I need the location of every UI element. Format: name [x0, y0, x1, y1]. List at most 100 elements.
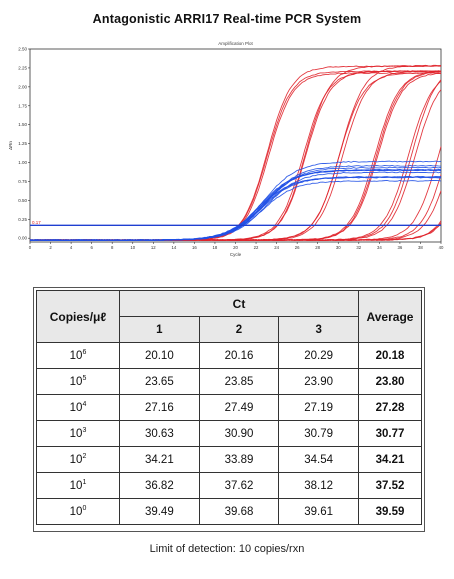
x-axis-label: Cycle: [230, 252, 242, 257]
amplification-curve: [29, 71, 442, 242]
amplification-curve: [29, 171, 442, 241]
copies-exponent: 0: [82, 504, 87, 512]
average-cell: 37.52: [358, 472, 422, 499]
table-header-row: Copies/μℓ Ct Average: [36, 290, 422, 343]
copies-cell: 100: [36, 498, 120, 525]
copies-base: 10: [69, 427, 83, 440]
copies-cell: 102: [36, 446, 120, 473]
ct-cell: 36.82: [119, 472, 200, 499]
amplification-curve: [29, 64, 442, 242]
amplification-curve: [29, 70, 442, 242]
ct-cell: 30.90: [198, 420, 280, 447]
x-tick-label: 38: [418, 245, 423, 250]
amplification-curve: [29, 70, 442, 241]
copies-cell: 106: [36, 342, 120, 369]
average-cell: 34.21: [358, 446, 422, 473]
y-tick-label: 2.25: [18, 65, 27, 70]
ct-cell: 20.10: [119, 342, 200, 369]
y-tick-label: 1.50: [18, 122, 27, 127]
x-tick-label: 16: [192, 245, 197, 250]
copies-exponent: 5: [82, 374, 87, 382]
table-subheader-row: 1 2 3: [37, 316, 422, 343]
x-tick-label: 28: [315, 245, 320, 250]
amplification-curve: [29, 164, 442, 241]
average-cell: 39.59: [358, 498, 422, 525]
header-copies: Copies/μℓ: [36, 290, 120, 343]
x-tick-label: 22: [254, 245, 259, 250]
plot-title: Amplification Plot: [218, 41, 253, 46]
ct-cell: 39.49: [119, 498, 200, 525]
ct-cell: 34.21: [119, 446, 200, 473]
x-tick-label: 32: [356, 245, 361, 250]
copies-base: 10: [69, 375, 83, 388]
amplification-curve: [29, 72, 442, 242]
y-tick-label: 2.50: [18, 47, 27, 52]
copies-cell: 101: [36, 472, 120, 499]
copies-cell: 103: [36, 420, 120, 447]
x-tick-label: 14: [171, 245, 176, 250]
copies-base: 10: [69, 401, 83, 414]
page-title: Antagonistic ARRI17 Real-time PCR System: [92, 12, 362, 26]
ct-results-table: Copies/μℓ Ct Average 1 2 3 106 20.10 20.16…: [36, 290, 422, 525]
table-row: 102 34.21 33.89 34.54 34.21: [36, 446, 422, 473]
header-rep-1: 1: [119, 316, 200, 343]
amplification-curve: [29, 89, 442, 242]
header-rep-3: 3: [278, 316, 359, 343]
average-cell: 23.80: [358, 368, 422, 395]
y-tick-label: 0.25: [18, 217, 27, 222]
ct-cell: 33.89: [198, 446, 280, 473]
ct-cell: 23.65: [119, 368, 200, 395]
copies-cell: 105: [36, 368, 120, 395]
x-tick-label: 0: [29, 245, 32, 250]
amplification-curve: [29, 80, 442, 242]
ct-cell: 20.29: [278, 342, 359, 369]
header-rep-2: 2: [198, 316, 280, 343]
table-row: 100 39.49 39.68 39.61 39.59: [36, 498, 422, 525]
y-axis-label: ΔRn: [8, 141, 13, 150]
x-tick-label: 40: [439, 245, 444, 250]
amplification-curve: [29, 176, 442, 242]
x-tick-label: 36: [398, 245, 403, 250]
detection-limit-note: Limit of detection: 10 copies/rxn: [149, 543, 305, 555]
amplification-plot: Amplification Plot 2.50 2.25 2.00 1.75 1.50 1.…: [8, 41, 444, 257]
x-tick-label: 2: [49, 245, 52, 250]
ct-cell: 38.12: [278, 472, 359, 499]
x-tick-label: 10: [130, 245, 135, 250]
y-tick-label: 2.00: [18, 84, 27, 89]
y-tick-label: 1.25: [18, 141, 27, 146]
amplification-curve: [29, 190, 442, 242]
copies-exponent: 4: [82, 400, 87, 408]
x-tick-label: 30: [336, 245, 341, 250]
ct-cell: 27.49: [198, 394, 280, 421]
copies-exponent: 6: [82, 348, 87, 356]
copies-base: 10: [69, 453, 83, 466]
amplification-curve: [29, 70, 442, 242]
table-row: 103 30.63 30.90 30.79 30.77: [36, 420, 422, 447]
copies-base: 10: [69, 505, 83, 518]
ct-cell: 37.62: [198, 472, 280, 499]
y-tick-label: 0.75: [18, 179, 27, 184]
ct-cell: 23.90: [278, 368, 359, 395]
x-tick-label: 34: [377, 245, 382, 250]
ct-cell: 39.68: [198, 498, 280, 525]
x-tick-label: 4: [70, 245, 73, 250]
ct-cell: 34.54: [278, 446, 359, 473]
table-row: 101 36.82 37.62 38.12 37.52: [36, 472, 422, 499]
y-tick-label: 0.50: [18, 198, 27, 203]
amplification-curve: [29, 71, 442, 242]
average-cell: 30.77: [358, 420, 422, 447]
ct-cell: 27.19: [278, 394, 359, 421]
amplification-curve: [29, 72, 442, 242]
table-row: 105 23.65 23.85 23.90 23.80: [36, 368, 422, 395]
ct-cell: 23.85: [198, 368, 280, 395]
amplification-curve: [29, 70, 442, 242]
copies-cell: 104: [36, 394, 120, 421]
x-tick-label: 18: [213, 245, 218, 250]
table-row: 104 27.16 27.49 27.19 27.28: [36, 394, 422, 421]
amplification-curve: [29, 79, 442, 242]
ct-cell: 39.61: [278, 498, 359, 525]
copies-exponent: 1: [82, 478, 87, 486]
x-tick-label: 20: [233, 245, 238, 250]
x-tick-label: 24: [274, 245, 279, 250]
y-tick-label: 1.75: [18, 103, 27, 108]
